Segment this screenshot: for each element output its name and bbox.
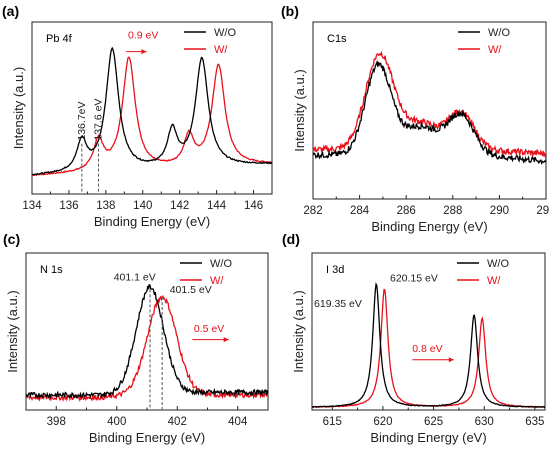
plot-frame [311, 252, 546, 411]
legend-label: W/ [214, 44, 228, 56]
x-tick-label: 134 [22, 200, 42, 212]
panel-label: (d) [282, 231, 300, 247]
y-axis-label: Intensity (a.u.) [291, 290, 306, 372]
x-tick-label: 140 [133, 200, 152, 212]
panel-title: N 1s [40, 264, 63, 276]
peak-annotation: 137.6 eV [92, 99, 104, 141]
x-tick-label: 284 [350, 205, 370, 217]
y-axis-label: Intensity (a.u.) [5, 290, 20, 372]
series-w-o [312, 282, 545, 409]
panel-title: C1s [327, 33, 347, 45]
panel-b: 282 284 286 288 290 292 Binding Energy (eV) Int… [281, 3, 550, 234]
x-tick-label: 404 [228, 416, 248, 428]
x-tick-label: 398 [47, 416, 66, 428]
series-w-o [26, 283, 268, 400]
panel-a: 134 136 138 140 142 144 146 Binding Energy (eV)… [2, 3, 273, 229]
x-tick-label: 292 [536, 205, 550, 217]
series-w-o [313, 59, 546, 165]
x-tick-label: 615 [323, 416, 342, 428]
peak-annotation: 619.35 eV [314, 298, 362, 310]
x-tick-label: 400 [107, 416, 126, 428]
shift-annotation: 0.9 eV [128, 29, 158, 41]
x-tick-label: 142 [170, 200, 189, 212]
shift-arrow-head [141, 49, 147, 55]
shift-arrow-head [223, 337, 229, 343]
legend-label: W/O [487, 258, 509, 270]
x-axis-label: Binding Energy (eV) [370, 430, 486, 445]
x-axis-label: Binding Energy (eV) [94, 214, 210, 229]
y-axis-label: Intensity (a.u.) [11, 67, 26, 149]
legend-label: W/ [487, 275, 501, 287]
legend-label: W/ [210, 275, 224, 287]
peak-annotation: 620.15 eV [390, 272, 438, 284]
x-tick-label: 286 [397, 205, 416, 217]
panel-title: Pb 4f [46, 33, 73, 45]
shift-arrow-head [448, 357, 454, 363]
x-tick-label: 282 [303, 205, 322, 217]
series-w [32, 56, 272, 177]
x-tick-label: 402 [168, 416, 187, 428]
panel-title: I 3d [326, 264, 344, 276]
x-tick-label: 625 [424, 416, 443, 428]
x-tick-label: 146 [244, 200, 263, 212]
x-axis-label: Binding Energy (eV) [371, 219, 487, 234]
shift-annotation: 0.8 eV [412, 343, 442, 355]
x-tick-label: 144 [207, 200, 227, 212]
legend-label: W/O [210, 258, 232, 270]
x-tick-label: 635 [525, 416, 544, 428]
x-tick-label: 290 [490, 205, 509, 217]
y-axis-label: Intensity (a.u.) [292, 69, 307, 151]
x-tick-label: 136 [59, 200, 78, 212]
legend-label: W/O [488, 27, 510, 39]
spectra [313, 50, 546, 165]
plot-frame [31, 21, 273, 195]
panel-label: (a) [2, 3, 19, 19]
panel-label: (c) [3, 231, 20, 247]
x-axis-label: Binding Energy (eV) [89, 430, 205, 445]
series-w-o [32, 46, 272, 176]
spectra [32, 46, 272, 177]
spectra [26, 283, 268, 403]
x-tick-label: 620 [373, 416, 392, 428]
panel-label: (b) [281, 3, 299, 19]
x-tick-label: 288 [443, 205, 462, 217]
peak-annotation: 401.1 eV [114, 272, 156, 284]
series-w [26, 295, 268, 403]
spectra [312, 282, 545, 409]
x-tick-label: 138 [96, 200, 115, 212]
peak-annotation: 136.7eV [76, 101, 88, 140]
legend-label: W/ [488, 44, 502, 56]
legend-label: W/O [214, 27, 236, 39]
panel-c: 398 400 402 404 Binding Energy (eV) Intensity… [3, 231, 269, 445]
plot-frame [312, 21, 547, 200]
x-tick-label: 630 [475, 416, 494, 428]
series-w [313, 50, 546, 159]
shift-annotation: 0.5 eV [194, 323, 224, 335]
peak-annotation: 401.5 eV [170, 284, 212, 296]
panel-d: 615 620 625 630 635 Binding Energy (eV) Intens… [282, 231, 546, 445]
